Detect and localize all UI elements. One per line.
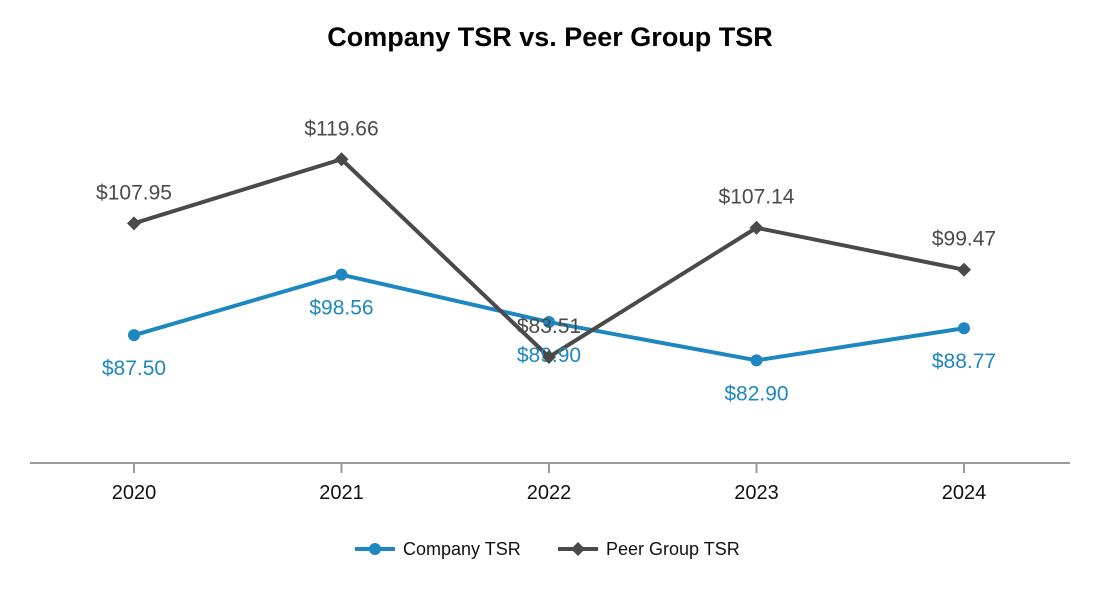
company-tsr-legend-label: Company TSR — [403, 539, 521, 559]
x-tick-label-2020: 2020 — [112, 482, 157, 504]
company-tsr-point-2023 — [750, 354, 763, 367]
x-tick-label-2022: 2022 — [527, 482, 572, 504]
peer-group-tsr-point-2024 — [957, 262, 971, 277]
x-tick-label-2024: 2024 — [942, 482, 987, 504]
peer-group-tsr-legend-marker — [571, 542, 585, 556]
company-tsr-data-label-2024: $88.77 — [932, 350, 996, 373]
peer-group-tsr-data-label-2023: $107.14 — [719, 186, 795, 209]
legend: Company TSR Peer Group TSR — [355, 539, 740, 559]
peer-group-tsr-legend-label: Peer Group TSR — [606, 539, 740, 559]
company-tsr-data-label-2021: $98.56 — [309, 297, 373, 320]
chart-title: Company TSR vs. Peer Group TSR — [327, 22, 773, 52]
x-axis-ticks: 2020 2021 2022 2023 2024 — [112, 463, 987, 504]
company-tsr-legend-marker — [369, 543, 381, 555]
peer-group-tsr-data-label-2021: $119.66 — [304, 117, 378, 140]
company-tsr-point-2022 — [543, 316, 555, 329]
peer-group-tsr-point-2021 — [334, 152, 349, 167]
peer-group-tsr-data-label-2024: $99.47 — [932, 228, 996, 251]
series-group: $87.50$98.56$89.90$82.90$88.77$107.95$11… — [96, 117, 996, 405]
peer-group-tsr-point-2023 — [749, 220, 764, 235]
company-tsr-point-2024 — [958, 322, 970, 335]
company-tsr-data-label-2020: $87.50 — [102, 357, 166, 380]
x-tick-label-2023: 2023 — [734, 482, 779, 504]
company-tsr-point-2020 — [128, 329, 140, 342]
company-tsr-point-2021 — [335, 268, 348, 281]
peer-group-tsr-point-2022 — [542, 350, 556, 365]
peer-group-tsr-data-label-2020: $107.95 — [96, 181, 172, 204]
company-tsr-data-label-2023: $82.90 — [724, 382, 788, 405]
peer-group-tsr-data-label-2022: $83.51 — [517, 315, 581, 338]
peer-group-tsr-point-2020 — [127, 216, 141, 231]
x-tick-label-2021: 2021 — [319, 482, 364, 504]
